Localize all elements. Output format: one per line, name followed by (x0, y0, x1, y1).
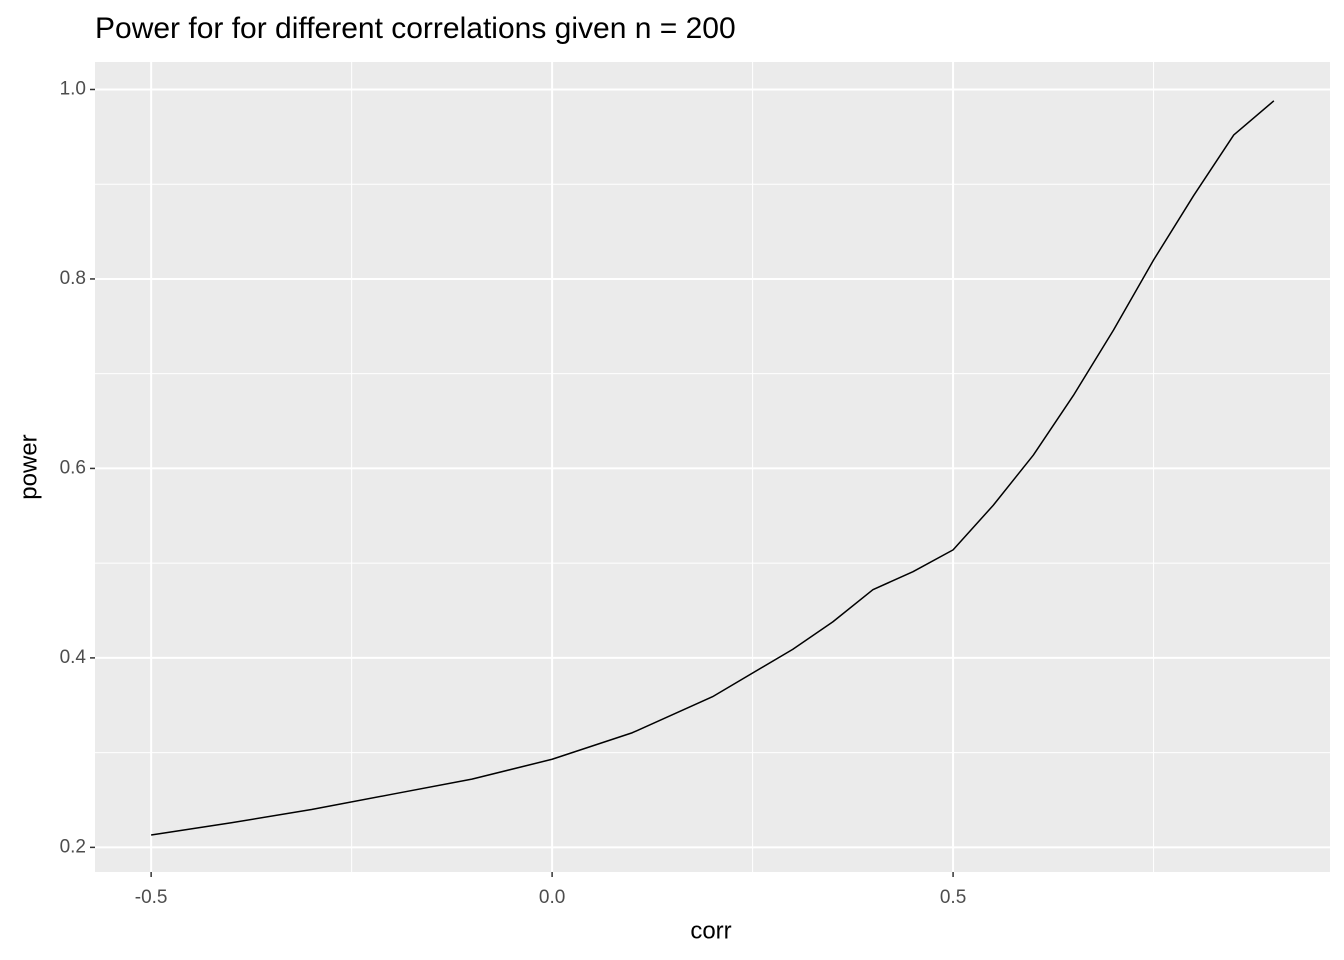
y-tick-label: 0.8 (60, 268, 86, 289)
y-axis-title: power (15, 434, 42, 499)
panel (95, 62, 1330, 872)
y-tick-label: 1.0 (60, 78, 86, 99)
x-tick-label: 0.5 (940, 887, 966, 908)
x-axis-title: corr (690, 917, 731, 944)
line (151, 100, 1275, 836)
y-tick-label: 0.2 (60, 836, 86, 857)
y-tick-label: 0.6 (60, 457, 86, 478)
x-tick-label: 0.0 (539, 887, 565, 908)
y-tick-label: 0.4 (60, 647, 87, 668)
chart-title: Power for for different correlations giv… (95, 12, 736, 45)
x-tick-label: -0.5 (135, 887, 168, 908)
